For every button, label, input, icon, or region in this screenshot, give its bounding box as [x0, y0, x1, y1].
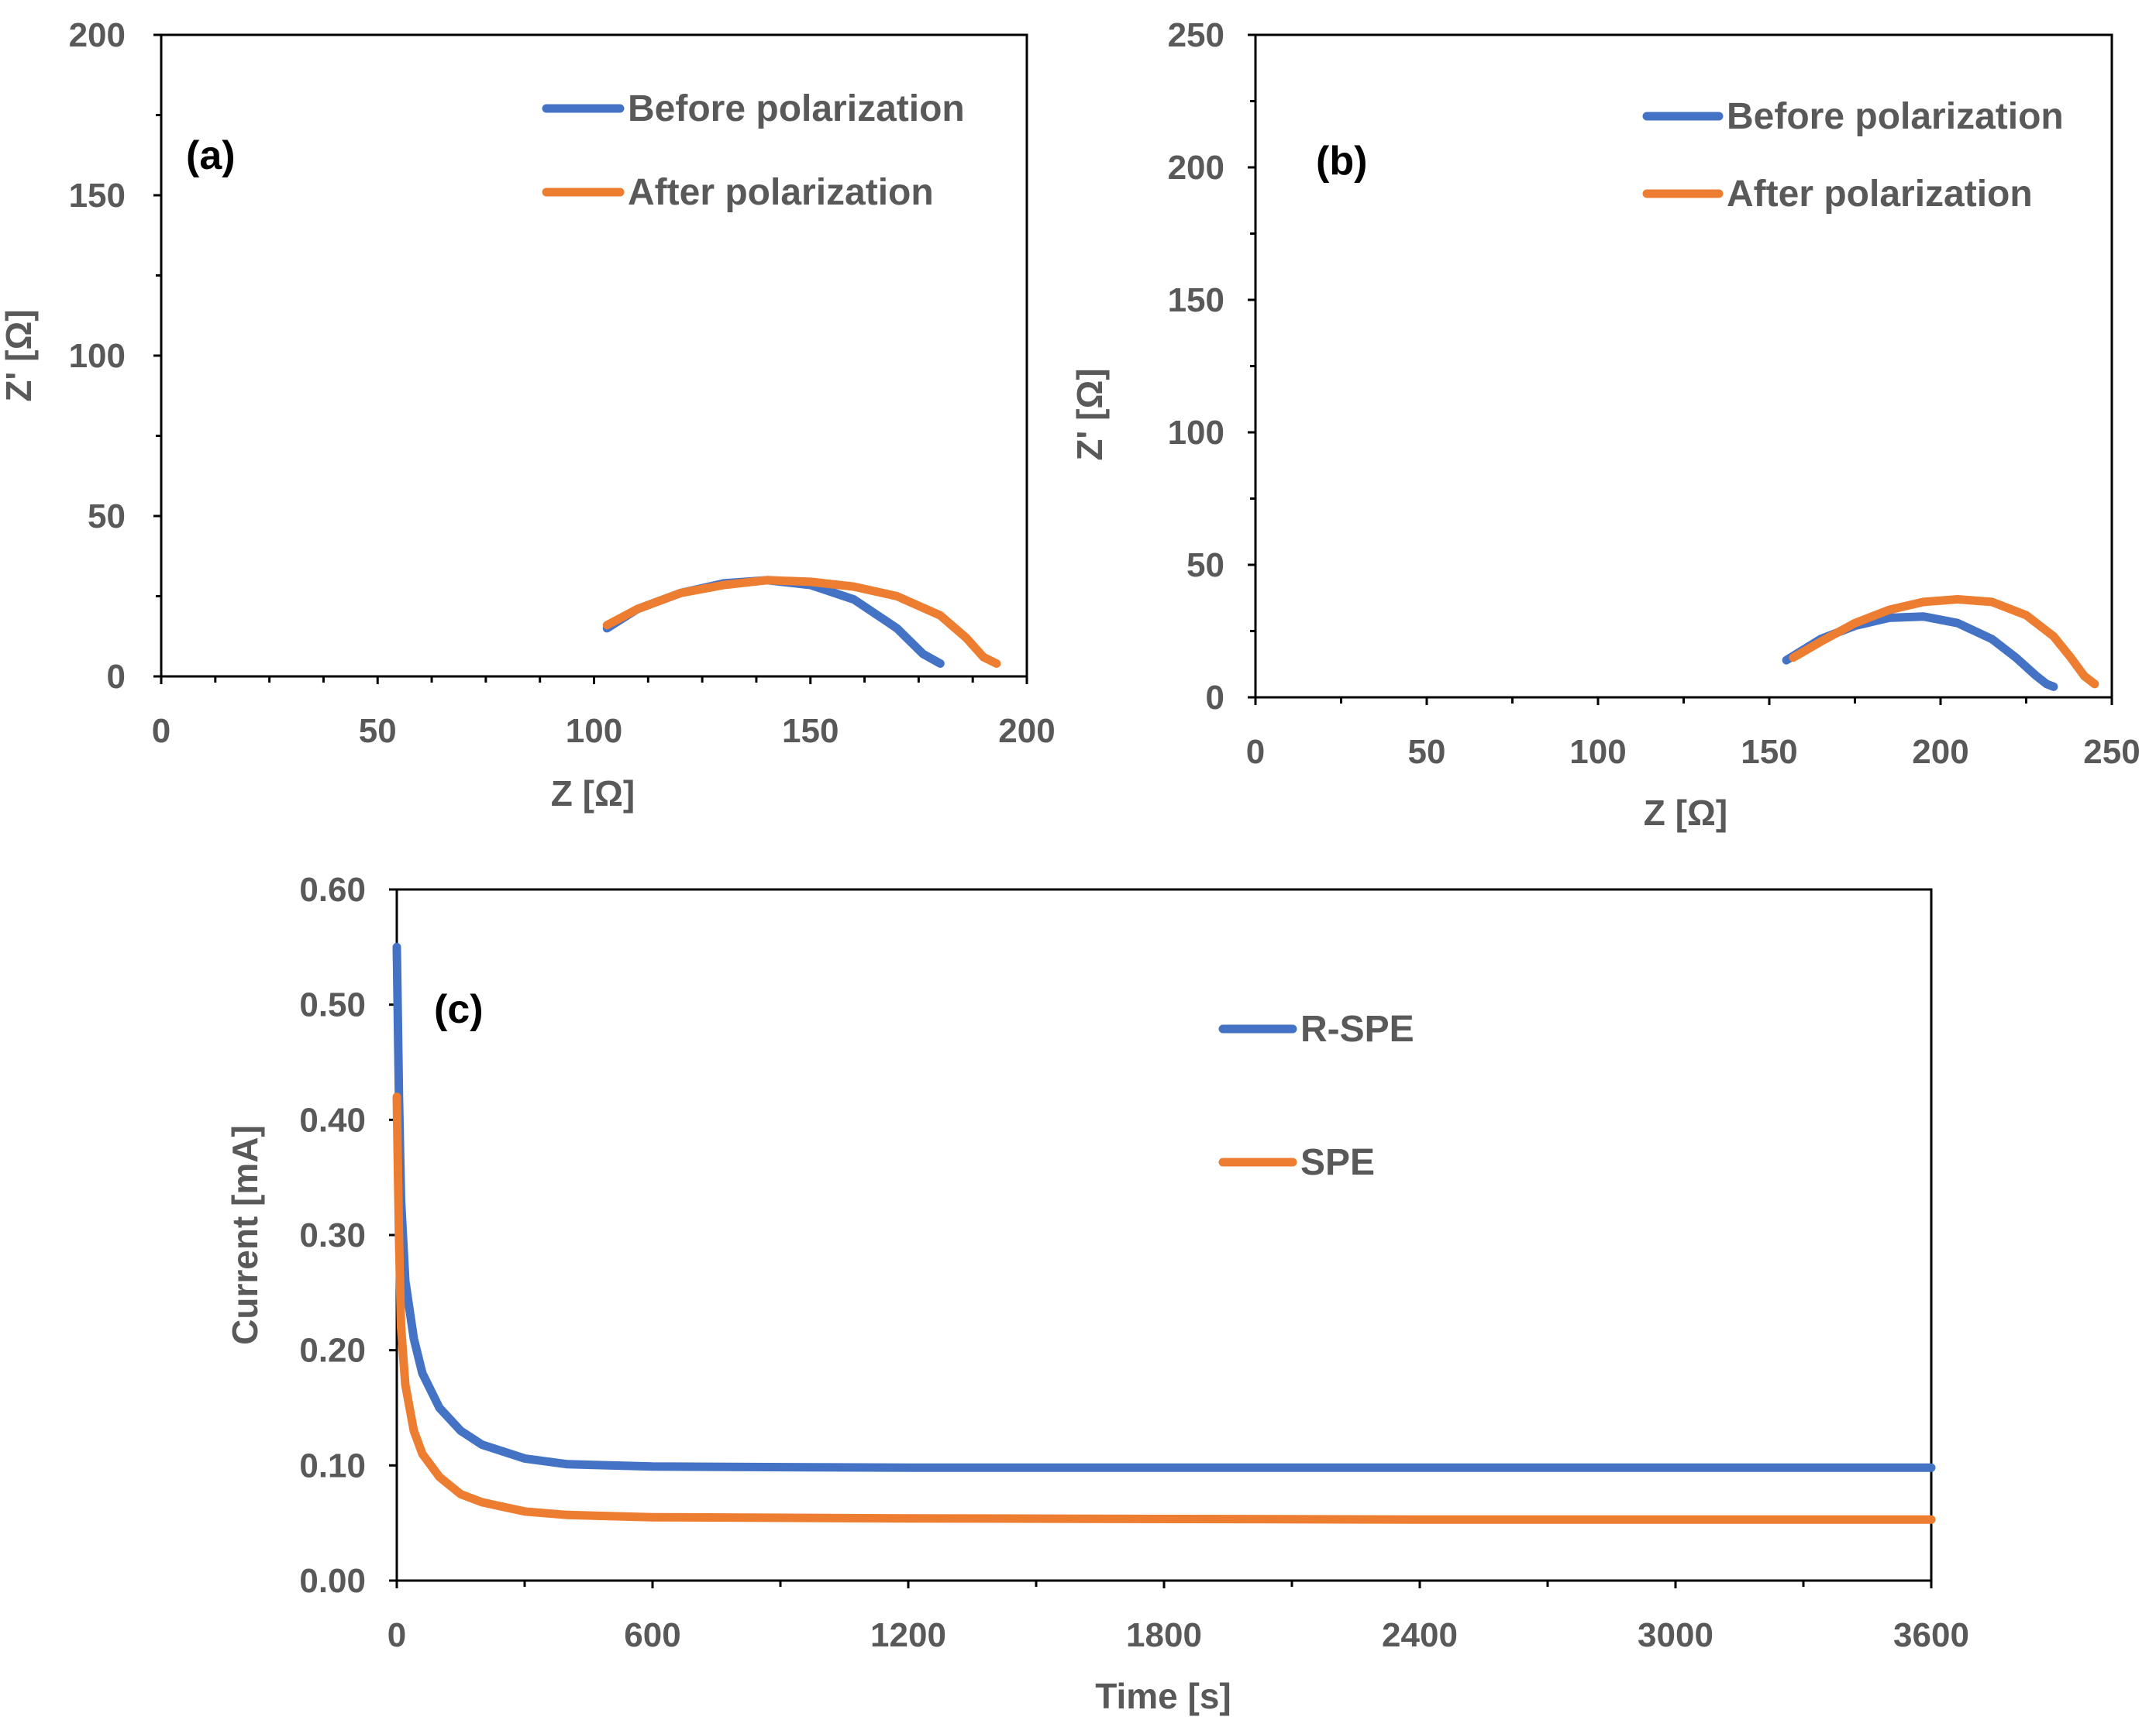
x-tick-label: 50	[359, 712, 397, 750]
x-tick-label: 200	[1912, 733, 1968, 771]
x-axis-title: Z [Ω]	[551, 773, 635, 814]
x-tick-label: 1800	[1126, 1616, 1202, 1654]
y-tick-label: 150	[1168, 281, 1224, 319]
x-tick-label: 2400	[1382, 1616, 1458, 1654]
panel-label: (b)	[1316, 139, 1367, 184]
y-tick-label: 0.10	[299, 1447, 366, 1485]
y-tick-label: 0	[1206, 679, 1224, 717]
panel-label: (a)	[186, 133, 236, 178]
y-tick-label: 0.30	[299, 1216, 366, 1254]
x-tick-label: 0	[1246, 733, 1265, 771]
y-tick-label: 50	[88, 497, 126, 535]
x-tick-label: 1200	[870, 1616, 946, 1654]
legend-label: R-SPE	[1300, 1009, 1414, 1050]
y-axis-title: Z' [Ω]	[1069, 368, 1110, 460]
y-tick-label: 0.40	[299, 1101, 366, 1139]
y-tick-label: 100	[1168, 414, 1224, 452]
y-tick-label: 50	[1186, 546, 1224, 584]
y-tick-label: 0.50	[299, 986, 366, 1024]
chart-panel-1: 0 50 100 150 200 250 0 50 100 150 200 250 Z [Ω] Z' [Ω…	[1069, 16, 2141, 833]
y-axis-title: Z' [Ω]	[0, 309, 39, 401]
y-tick-label: 100	[69, 337, 126, 375]
x-tick-label: 50	[1408, 733, 1446, 771]
legend-label: After polarization	[1727, 174, 2033, 215]
y-tick-label: 0.60	[299, 871, 366, 909]
chart-panel-0: 0 50 100 150 200 0 50 100 150 200 Z [Ω] Z' [Ω] (a) Be…	[0, 16, 1056, 814]
y-axis-title: Current [mA]	[225, 1125, 265, 1345]
panel-label: (c)	[434, 987, 484, 1032]
x-tick-label: 150	[782, 712, 839, 750]
chart-panel-2: 0.00 0.10 0.20 0.30 0.40 0.50 0.60 0 600 1200 1800…	[225, 871, 1969, 1716]
x-tick-label: 100	[1569, 733, 1626, 771]
legend-label: Before polarization	[628, 88, 965, 129]
x-tick-label: 250	[2083, 733, 2140, 771]
x-tick-label: 3600	[1893, 1616, 1969, 1654]
x-axis-title: Z [Ω]	[1644, 793, 1727, 833]
x-tick-label: 0	[387, 1616, 406, 1654]
x-tick-label: 150	[1741, 733, 1797, 771]
y-tick-label: 200	[1168, 149, 1224, 187]
x-tick-label: 100	[566, 712, 622, 750]
series-line-after-polarization	[1789, 595, 2099, 689]
x-axis-title: Time [s]	[1095, 1676, 1231, 1716]
plot-frame	[395, 888, 1933, 1582]
legend-label: Before polarization	[1727, 96, 2064, 137]
series-line-spe	[392, 1092, 1936, 1524]
y-tick-label: 200	[69, 16, 126, 54]
plot-frame	[160, 33, 1028, 678]
x-tick-label: 3000	[1638, 1616, 1713, 1654]
series-line-r-spe	[392, 942, 1936, 1472]
y-tick-label: 0.20	[299, 1332, 366, 1370]
y-tick-label: 250	[1168, 16, 1224, 54]
y-tick-label: 150	[69, 177, 126, 215]
legend-label: After polarization	[628, 172, 934, 213]
series-line-after-polarization	[602, 576, 1001, 668]
series-line-before-polarization	[1782, 612, 2058, 691]
x-tick-label: 200	[998, 712, 1055, 750]
legend-label: SPE	[1300, 1142, 1375, 1183]
y-tick-label: 0	[107, 658, 126, 696]
x-tick-label: 0	[152, 712, 170, 750]
y-tick-label: 0.00	[299, 1562, 366, 1600]
x-tick-label: 600	[624, 1616, 680, 1654]
